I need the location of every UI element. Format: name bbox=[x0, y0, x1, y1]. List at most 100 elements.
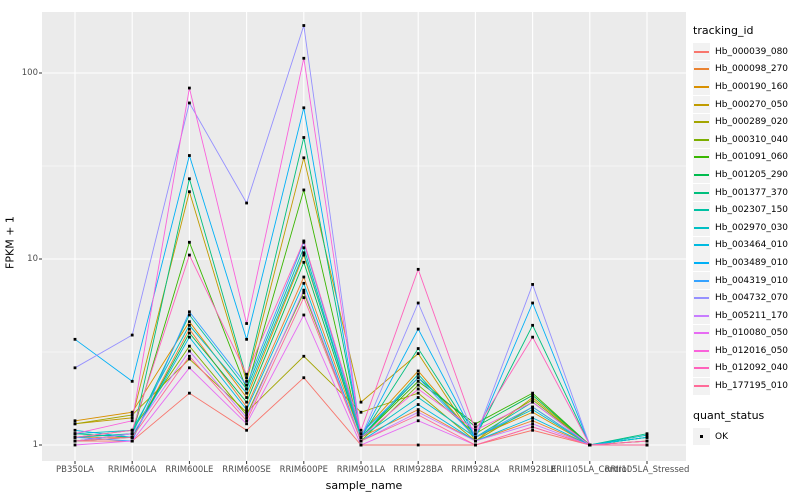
legend-item-Hb_000310_040: Hb_000310_040 bbox=[693, 131, 799, 149]
legend-item-Hb_000039_080: Hb_000039_080 bbox=[693, 43, 799, 61]
data-point bbox=[188, 86, 191, 90]
data-point bbox=[645, 433, 649, 437]
data-point bbox=[130, 413, 134, 417]
data-point bbox=[302, 24, 306, 27]
data-point bbox=[73, 422, 77, 426]
data-point bbox=[188, 240, 191, 244]
legend-label: Hb_005211_170 bbox=[715, 310, 789, 321]
data-point bbox=[302, 188, 306, 192]
data-point bbox=[302, 275, 306, 279]
legend-line-icon bbox=[694, 209, 709, 212]
data-point bbox=[188, 327, 191, 331]
data-point bbox=[645, 432, 649, 436]
x-tick-label: RRIM928LE bbox=[508, 465, 557, 475]
data-point bbox=[416, 419, 420, 423]
data-point bbox=[188, 177, 191, 181]
legend-line-icon bbox=[694, 279, 709, 282]
legend-line-icon bbox=[694, 385, 709, 388]
data-point bbox=[245, 387, 248, 391]
data-point bbox=[531, 416, 534, 420]
data-point bbox=[302, 296, 306, 300]
data-point bbox=[245, 422, 248, 426]
legend-line-icon bbox=[694, 103, 709, 106]
legend-key-swatch bbox=[693, 60, 710, 78]
quant-status-label: OK bbox=[715, 431, 728, 442]
legend-key-swatch bbox=[693, 78, 710, 96]
legend-title-tracking-id: tracking_id bbox=[693, 24, 754, 37]
data-point bbox=[474, 443, 477, 447]
legend-item-Hb_012092_040: Hb_012092_040 bbox=[693, 359, 799, 378]
x-tick-label: RRIM928BA bbox=[393, 465, 443, 475]
legend-key-swatch bbox=[693, 254, 710, 272]
data-point bbox=[302, 354, 306, 358]
legend-key-swatch bbox=[693, 342, 710, 360]
legend-key-swatch bbox=[693, 289, 710, 307]
legend-label: Hb_010080_050 bbox=[715, 328, 789, 339]
data-point bbox=[531, 422, 534, 426]
point-icon bbox=[700, 435, 703, 439]
legend-line-icon bbox=[694, 367, 709, 370]
data-point bbox=[73, 419, 77, 423]
legend-key-swatch bbox=[693, 43, 710, 61]
data-point bbox=[130, 333, 134, 337]
data-point bbox=[302, 281, 306, 285]
legend-line-icon bbox=[694, 261, 709, 264]
data-point bbox=[416, 383, 420, 387]
data-point bbox=[302, 376, 306, 380]
data-point bbox=[73, 439, 77, 443]
legend-label: Hb_000039_080 bbox=[715, 46, 789, 57]
data-point bbox=[359, 435, 363, 439]
data-point bbox=[245, 337, 248, 341]
y-tick-label: 10 bbox=[27, 254, 38, 264]
data-point bbox=[245, 408, 248, 411]
legend-label: Hb_001091_060 bbox=[715, 152, 789, 163]
data-point bbox=[302, 313, 306, 317]
legend-item-Hb_001091_060: Hb_001091_060 bbox=[693, 148, 799, 167]
data-point bbox=[302, 106, 306, 110]
legend-item-Hb_177195_010: Hb_177195_010 bbox=[693, 377, 799, 395]
data-point bbox=[188, 323, 191, 327]
data-point bbox=[359, 439, 363, 443]
data-point bbox=[416, 327, 420, 331]
legend-label: Hb_002970_030 bbox=[715, 222, 789, 233]
data-point bbox=[416, 379, 420, 383]
legend-item-Hb_001205_290: Hb_001205_290 bbox=[693, 166, 799, 184]
data-point bbox=[188, 357, 191, 361]
data-point bbox=[531, 301, 534, 305]
data-point bbox=[416, 352, 420, 356]
data-point bbox=[245, 396, 248, 399]
legend-item-Hb_012016_050: Hb_012016_050 bbox=[693, 342, 799, 360]
data-point bbox=[416, 410, 420, 414]
data-point bbox=[188, 366, 191, 370]
data-point bbox=[359, 432, 363, 436]
data-point bbox=[302, 253, 306, 257]
data-point bbox=[416, 347, 420, 350]
legend-key-swatch bbox=[693, 184, 710, 202]
x-tick-label: RRIM901LA bbox=[336, 465, 386, 475]
data-point bbox=[474, 439, 477, 443]
data-point bbox=[73, 435, 77, 439]
legend-item-Hb_004732_070: Hb_004732_070 bbox=[693, 289, 799, 307]
legend: tracking_id Hb_000039_080 Hb_000098_270 Hb… bbox=[693, 24, 799, 446]
data-point bbox=[645, 443, 649, 447]
data-point bbox=[531, 335, 534, 339]
legend-key-swatch bbox=[693, 377, 710, 395]
data-point bbox=[531, 400, 534, 404]
data-point bbox=[188, 101, 191, 105]
legend-item-Hb_010080_050: Hb_010080_050 bbox=[693, 324, 799, 343]
legend-label: Hb_000289_020 bbox=[715, 117, 789, 128]
legend-key-swatch bbox=[693, 307, 710, 325]
legend-label: Hb_002307_150 bbox=[715, 205, 789, 216]
data-point bbox=[588, 443, 592, 447]
x-tick-label: RRIM600LA bbox=[107, 465, 157, 475]
data-point bbox=[130, 379, 134, 383]
legend-key-swatch bbox=[693, 219, 710, 237]
data-point bbox=[245, 405, 248, 409]
data-point bbox=[416, 396, 420, 399]
data-point bbox=[245, 322, 248, 325]
x-tick-label: RRII105LA_Stressed bbox=[604, 465, 690, 475]
data-point bbox=[359, 400, 363, 404]
data-point bbox=[474, 432, 477, 436]
legend-item-Hb_003464_010: Hb_003464_010 bbox=[693, 236, 799, 255]
